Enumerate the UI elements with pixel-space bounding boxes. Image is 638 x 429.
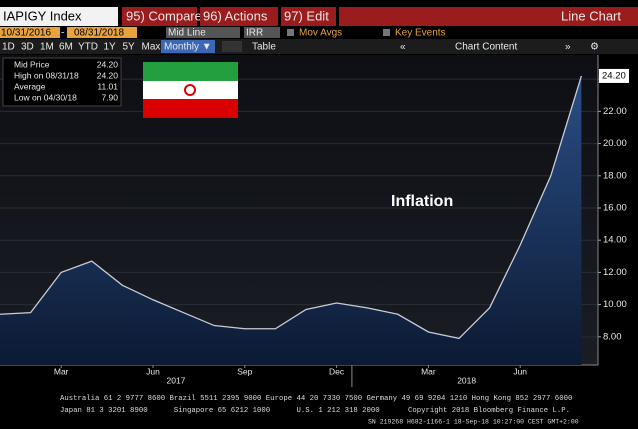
y-tick-label: 20.00 <box>603 138 627 149</box>
range-button[interactable]: 3D <box>21 42 34 53</box>
mov-avgs: Mov Avgs <box>299 28 342 39</box>
x-tick-label: Mar <box>421 366 436 376</box>
checkbox[interactable] <box>287 29 294 36</box>
ticker: IAPIGY Index <box>3 8 82 23</box>
x-tick-label: Jun <box>513 366 527 376</box>
expand-icon: » <box>565 42 571 53</box>
footer-line: Australia 61 2 9777 8600 Brazil 5511 239… <box>60 395 572 403</box>
legend-value: 24.20 <box>97 70 119 80</box>
range-button[interactable]: 1D <box>2 42 15 53</box>
dropdown[interactable] <box>244 27 280 38</box>
range-bar <box>0 39 638 54</box>
legend-label: Mid Price <box>14 59 50 69</box>
range-button[interactable]: 1Y <box>104 42 117 53</box>
legend-box <box>2 57 122 107</box>
x-tick-label: Sep <box>237 366 252 376</box>
y-tick-label: 12.00 <box>603 267 627 278</box>
button[interactable] <box>200 7 278 26</box>
flag-emblem <box>184 84 196 96</box>
y-tick-label: 18.00 <box>603 170 627 181</box>
button[interactable] <box>122 7 197 26</box>
table-button[interactable]: Table <box>252 42 276 53</box>
plot: 8.00 10.00 12.00 14.00 16.00 18.00 20.00 22.00 2… <box>0 55 629 387</box>
annotation: Inflation <box>391 193 453 210</box>
y-tick-label: 22.00 <box>603 106 627 117</box>
y-tick-label: 16.00 <box>603 203 627 214</box>
range-button[interactable]: 6M <box>59 42 73 53</box>
icon-button[interactable] <box>222 41 242 52</box>
range-button[interactable]: YTD <box>78 42 98 53</box>
legend: Mid Price 24.20 High on 08/31/18 24.20 Avera… <box>14 59 118 102</box>
flag-green <box>143 62 238 81</box>
button-label: 95) Compare <box>126 8 202 23</box>
footer-line: SN 219268 H682-1166-1 18-Sep-18 10:27:00… <box>368 419 579 426</box>
last-value-box <box>599 68 629 83</box>
footer-line: Copyright 2018 Bloomberg Finance L.P. <box>408 407 570 415</box>
y-tick-label: 14.00 <box>603 235 627 246</box>
flag-white <box>143 81 238 99</box>
range-button[interactable]: Max <box>142 42 161 53</box>
dropdown[interactable] <box>166 27 240 38</box>
line-type: Mid Line <box>168 28 206 39</box>
y-tick-label: 8.00 <box>603 331 622 342</box>
legend-label: High on 08/31/18 <box>14 70 79 80</box>
chart-content[interactable]: Chart Content <box>455 42 517 53</box>
x-tick-label: Mar <box>54 366 69 376</box>
date-field[interactable] <box>67 27 137 38</box>
range-button[interactable]: 1M <box>40 42 54 53</box>
key-events: Key Events <box>395 28 446 39</box>
period-dropdown[interactable] <box>161 40 215 53</box>
legend-value: 24.20 <box>97 59 119 69</box>
x-tick-label: Dec <box>329 366 345 376</box>
button-label: 96) Actions <box>203 8 268 23</box>
legend-label: Average <box>14 81 46 91</box>
end-date: 08/31/2018 <box>74 28 124 39</box>
legend-label: Low on 04/30/18 <box>14 92 77 102</box>
line <box>0 75 583 340</box>
date-field[interactable] <box>0 27 60 38</box>
year-label: 2018 <box>457 375 476 385</box>
year-label: 2017 <box>166 375 185 385</box>
dash: - <box>61 28 64 39</box>
area <box>0 75 582 366</box>
footer-line: Japan 81 3 3201 8900 Singapore 65 6212 1… <box>60 407 380 415</box>
legend-value: 11.01 <box>97 81 118 91</box>
range-group: 1D 3D 1M 6M YTD 1Y 5Y Max <box>2 42 160 53</box>
footer: Australia 61 2 9777 8600 Brazil 5511 239… <box>60 395 579 426</box>
button-label: 97) Edit <box>284 8 329 23</box>
flag-red <box>143 99 238 118</box>
button[interactable] <box>281 7 336 26</box>
ticker-box[interactable] <box>0 7 118 26</box>
title-bar <box>339 7 638 26</box>
iran-flag <box>143 62 238 118</box>
collapse-icon: « <box>400 42 406 53</box>
last-value-label: 24.20 <box>602 70 626 81</box>
range-button[interactable]: 5Y <box>123 42 136 53</box>
legend-value: 7.90 <box>101 92 118 102</box>
gear-icon[interactable]: ⚙ <box>590 42 599 53</box>
x-tick-label: Jun <box>146 366 160 376</box>
checkbox[interactable] <box>383 29 390 36</box>
period: Monthly ▼ <box>164 42 212 53</box>
currency: IRR <box>246 28 263 39</box>
y-tick-label: 10.00 <box>603 299 627 310</box>
view-name: Line Chart <box>561 8 621 23</box>
start-date: 10/31/2016 <box>1 28 51 39</box>
